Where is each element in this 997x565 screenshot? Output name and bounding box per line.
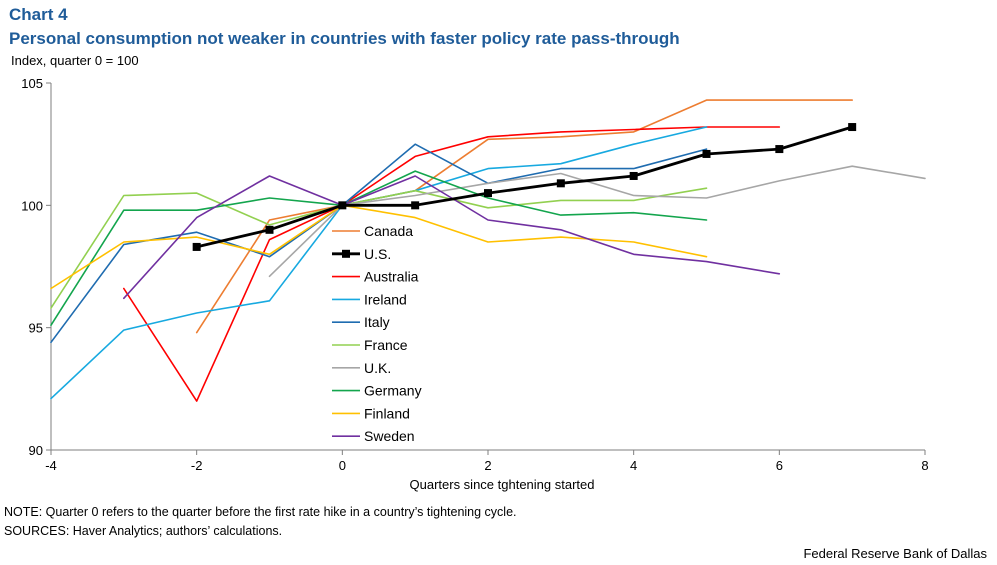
legend-label: Italy bbox=[364, 314, 390, 330]
y-tick-label: 90 bbox=[29, 443, 43, 458]
x-tick-label: 6 bbox=[776, 458, 783, 473]
x-tick-label: -2 bbox=[191, 458, 203, 473]
series-france bbox=[50, 187, 708, 309]
series-line-australia bbox=[123, 126, 781, 402]
chart-area: 90 95 100 105 -4 -2 0 2 4 6 8 Canada U.S. Australia I… bbox=[21, 76, 928, 492]
data-point-u-s bbox=[848, 123, 857, 132]
data-point-u-s bbox=[702, 149, 711, 158]
legend-item-germany: Germany bbox=[332, 383, 422, 399]
x-tick-label: 2 bbox=[484, 458, 491, 473]
series-u-s bbox=[192, 123, 857, 251]
line-chart: 90 95 100 105 -4 -2 0 2 4 6 8 Canada U.S. Australia I… bbox=[21, 76, 928, 492]
data-point-u-s bbox=[265, 225, 274, 234]
legend-item-france: France bbox=[332, 337, 408, 353]
series-u-k bbox=[268, 165, 926, 278]
x-tick-label: 0 bbox=[339, 458, 346, 473]
legend-item-u-k: U.K. bbox=[332, 360, 391, 376]
note-text: NOTE: Quarter 0 refers to the quarter be… bbox=[4, 505, 517, 519]
series-line-finland bbox=[50, 204, 708, 290]
chart-title: Personal consumption not weaker in count… bbox=[9, 29, 680, 48]
data-point-u-s bbox=[484, 189, 492, 198]
legend-label: Germany bbox=[364, 383, 422, 399]
legend-item-italy: Italy bbox=[332, 314, 390, 330]
source-credit: Federal Reserve Bank of Dallas bbox=[803, 546, 987, 561]
y-tick-label: 95 bbox=[29, 321, 43, 336]
series-ireland bbox=[50, 126, 708, 400]
chart-subtitle: Index, quarter 0 = 100 bbox=[11, 53, 139, 68]
legend-label: U.S. bbox=[364, 246, 391, 262]
chart-label: Chart 4 bbox=[9, 5, 68, 24]
data-point-u-s bbox=[411, 201, 420, 210]
series-line-u-s bbox=[195, 125, 854, 249]
series-line-germany bbox=[50, 170, 708, 327]
data-point-u-s bbox=[629, 171, 638, 180]
x-tick-label: 8 bbox=[921, 458, 928, 473]
y-tick-label: 100 bbox=[21, 198, 43, 213]
legend-label: U.K. bbox=[364, 360, 391, 376]
data-point-u-s bbox=[775, 145, 784, 154]
series-germany bbox=[50, 170, 708, 327]
legend-item-australia: Australia bbox=[332, 269, 419, 285]
series-line-france bbox=[50, 187, 708, 309]
series-sweden bbox=[123, 175, 781, 300]
x-tick-label: -4 bbox=[45, 458, 57, 473]
series-line-italy bbox=[50, 143, 708, 344]
legend-label: Finland bbox=[364, 405, 410, 421]
series-canada bbox=[195, 99, 854, 334]
series-line-ireland bbox=[50, 126, 708, 400]
sources-text: SOURCES: Haver Analytics; authors’ calcu… bbox=[4, 524, 283, 538]
legend-item-u-s: U.S. bbox=[332, 246, 391, 262]
data-point-u-s bbox=[556, 179, 565, 188]
legend-label: Canada bbox=[364, 223, 413, 239]
series-italy bbox=[50, 143, 708, 344]
legend-item-finland: Finland bbox=[332, 405, 410, 421]
x-axis-label: Quarters since tghtening started bbox=[410, 477, 595, 492]
legend-item-sweden: Sweden bbox=[332, 428, 415, 444]
legend-label: France bbox=[364, 337, 408, 353]
legend-label: Australia bbox=[364, 269, 419, 285]
legend-item-canada: Canada bbox=[332, 223, 413, 239]
legend-item-ireland: Ireland bbox=[332, 291, 407, 307]
series-finland bbox=[50, 204, 708, 290]
legend-label: Ireland bbox=[364, 291, 407, 307]
series-line-canada bbox=[195, 99, 854, 334]
y-tick-label: 105 bbox=[21, 76, 43, 91]
x-tick-label: 4 bbox=[630, 458, 637, 473]
data-point-u-s bbox=[338, 201, 347, 210]
legend-marker bbox=[342, 249, 350, 258]
series-line-sweden bbox=[123, 175, 781, 300]
series-australia bbox=[123, 126, 781, 402]
legend-label: Sweden bbox=[364, 428, 415, 444]
series-line-u-k bbox=[268, 165, 926, 278]
data-point-u-s bbox=[192, 242, 201, 251]
